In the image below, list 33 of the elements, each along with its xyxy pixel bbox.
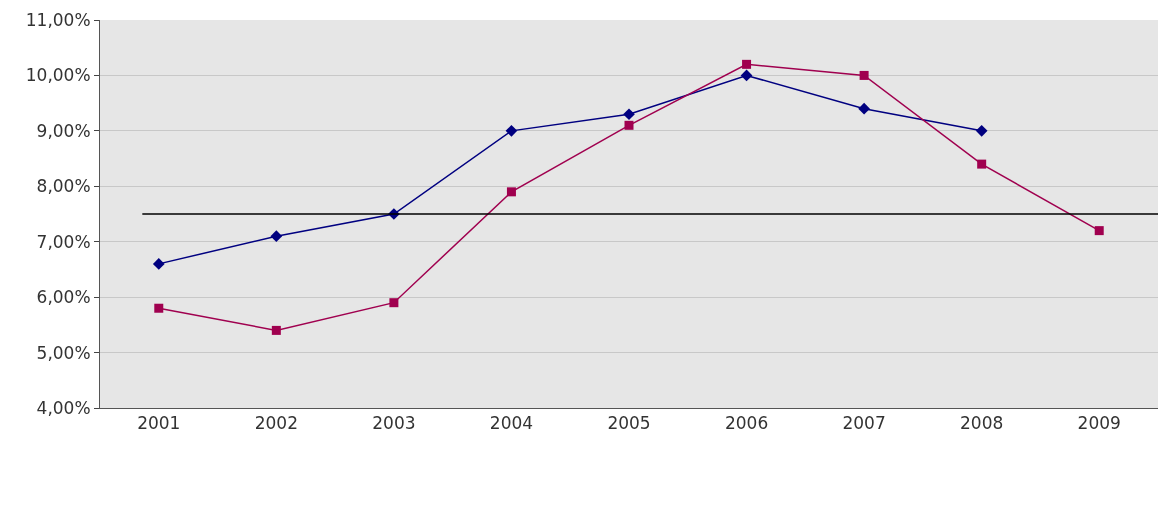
point <box>975 125 988 137</box>
point <box>623 108 635 121</box>
x-tick-label: 2001 <box>137 413 181 434</box>
y-tick-label: 6,00% <box>36 287 91 308</box>
point <box>1094 226 1104 236</box>
point <box>977 159 987 169</box>
y-tick-label: 4,00% <box>36 397 91 418</box>
x-tick-label: 2002 <box>254 413 298 434</box>
y-tick-label: 8,00% <box>36 176 91 197</box>
x-tick-label: 2004 <box>489 413 534 434</box>
point <box>271 325 281 335</box>
y-tick-label: 10,00% <box>25 65 91 86</box>
x-tick-label: 2005 <box>607 413 651 434</box>
y-tick-label: 9,00% <box>36 120 91 141</box>
point <box>154 303 164 313</box>
y-tick-label: 7,00% <box>36 231 91 252</box>
point <box>858 102 870 115</box>
x-tick-label: 2003 <box>372 413 416 434</box>
point <box>505 125 518 137</box>
y-tick-label: 11,00% <box>25 9 91 30</box>
x-tick-label: 2009 <box>1077 413 1121 434</box>
point <box>389 298 399 308</box>
point <box>740 69 753 82</box>
point <box>506 187 516 197</box>
point <box>624 120 634 130</box>
point <box>859 70 869 80</box>
point <box>270 230 283 243</box>
point <box>152 258 165 270</box>
x-tick-label: 2008 <box>960 413 1004 434</box>
y-tick-label: 5,00% <box>36 342 91 363</box>
point <box>742 59 752 69</box>
x-tick-label: 2006 <box>724 413 769 434</box>
x-tick-label: 2007 <box>842 413 886 434</box>
